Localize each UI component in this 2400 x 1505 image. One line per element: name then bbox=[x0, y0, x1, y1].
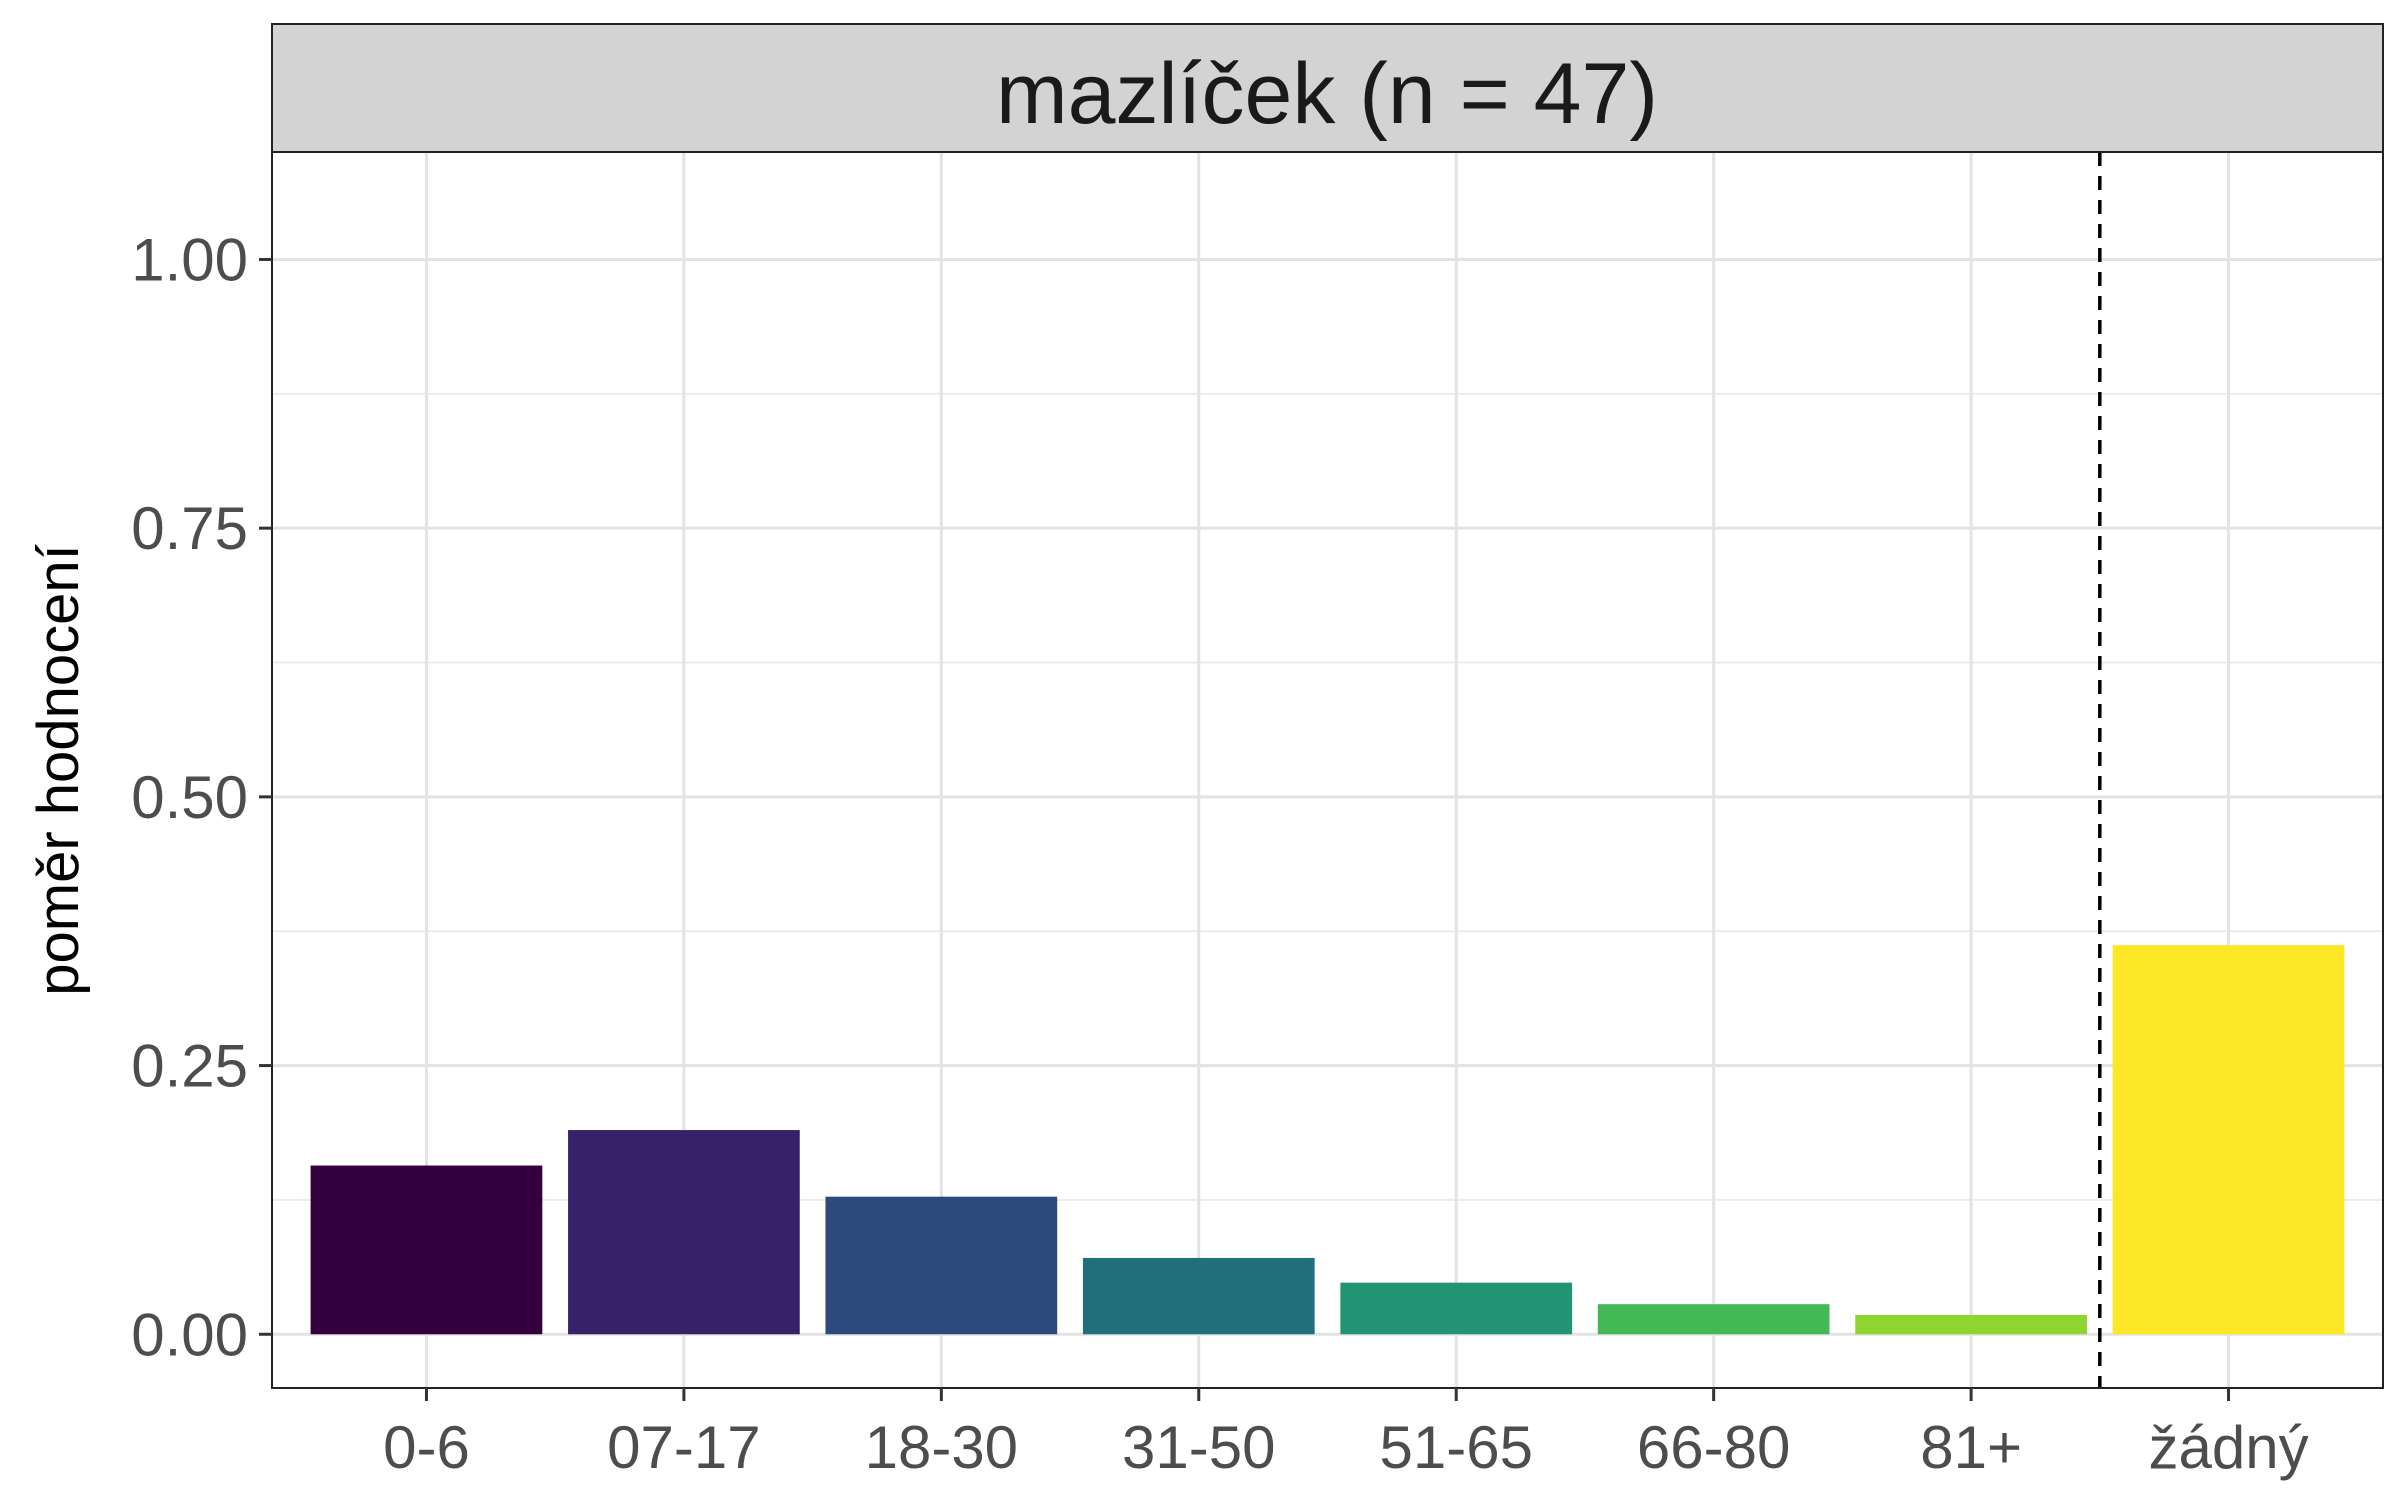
y-axis: 0.00 0.25 0.50 0.75 1.00 bbox=[131, 226, 272, 1368]
x-tick-label: 66-80 bbox=[1637, 1414, 1790, 1481]
facet-strip bbox=[271, 23, 2384, 153]
x-axis: 0-6 07-17 18-30 31-50 51-65 66-80 81+ žádný bbox=[383, 1388, 2309, 1481]
bar-18-30 bbox=[825, 1196, 1058, 1335]
x-tick-label: 81+ bbox=[1920, 1414, 2022, 1481]
x-tick-label: 31-50 bbox=[1122, 1414, 1275, 1481]
bar-81+ bbox=[1855, 1314, 2087, 1335]
plot-border bbox=[271, 151, 2384, 1389]
x-tick-label: 0-6 bbox=[383, 1414, 470, 1481]
x-tick-label: 18-30 bbox=[865, 1414, 1018, 1481]
y-tick-label: 0.75 bbox=[131, 495, 248, 562]
bar-07-17 bbox=[568, 1130, 800, 1335]
bar-31-50 bbox=[1082, 1257, 1315, 1335]
x-tick-label: 07-17 bbox=[607, 1414, 760, 1481]
x-tick-label: žádný bbox=[2148, 1414, 2308, 1481]
y-tick-label: 0.00 bbox=[131, 1301, 248, 1368]
x-tick-label: 51-65 bbox=[1379, 1414, 1532, 1481]
bars-layer bbox=[310, 945, 2345, 1335]
chart-title: mazlíček (n = 47) bbox=[996, 46, 1658, 142]
y-axis-label: poměr hodnocení bbox=[26, 544, 91, 995]
y-tick-label: 0.25 bbox=[131, 1033, 248, 1100]
bar-51-65 bbox=[1340, 1282, 1573, 1335]
y-tick-label: 0.50 bbox=[131, 764, 248, 831]
bar-66-80 bbox=[1597, 1304, 1830, 1335]
y-tick-label: 1.00 bbox=[131, 226, 248, 293]
bar-0-6 bbox=[310, 1165, 543, 1335]
bar-žádný bbox=[2112, 945, 2345, 1335]
grid-layer bbox=[272, 152, 2383, 1388]
